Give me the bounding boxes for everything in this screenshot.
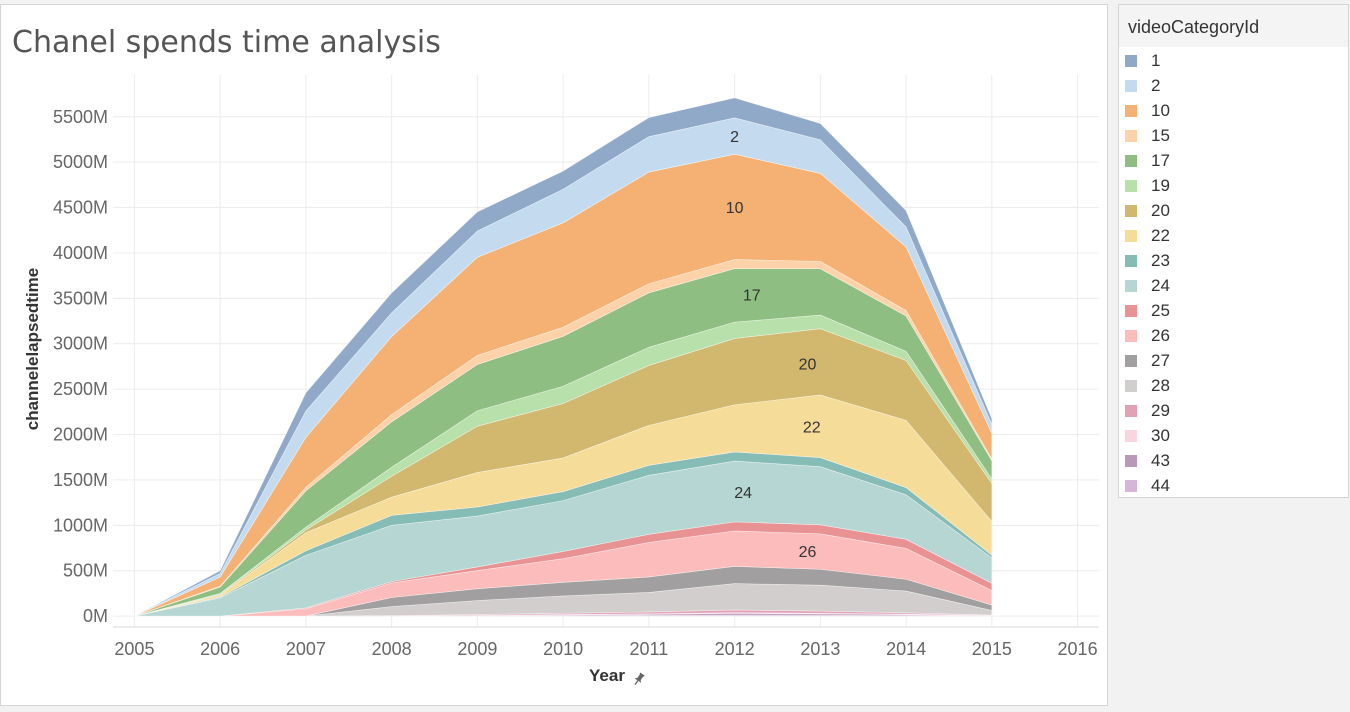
legend-item-29[interactable]: 29 bbox=[1125, 400, 1170, 422]
legend-label: 29 bbox=[1151, 401, 1170, 420]
pin-icon[interactable] bbox=[634, 672, 646, 686]
y-tick-label: 2000M bbox=[53, 425, 108, 445]
x-tick-label: 2013 bbox=[800, 639, 840, 659]
area-chart[interactable]: 2 10 17 20 22 24 26 0M 500M 1000M 1500M 2000M 2500M… bbox=[1, 5, 1109, 707]
legend-title: videoCategoryId bbox=[1119, 5, 1348, 47]
x-tick-label: 2014 bbox=[886, 639, 926, 659]
x-axis-title[interactable]: Year bbox=[589, 666, 625, 685]
y-tick-label: 5500M bbox=[53, 107, 108, 127]
legend-item-25[interactable]: 25 bbox=[1125, 300, 1170, 322]
legend-item-20[interactable]: 20 bbox=[1125, 200, 1170, 222]
series-label-24: 24 bbox=[734, 485, 752, 502]
area-series-group[interactable] bbox=[134, 97, 993, 617]
legend-label: 20 bbox=[1151, 201, 1170, 220]
legend-item-30[interactable]: 30 bbox=[1125, 425, 1170, 447]
legend-swatch bbox=[1125, 105, 1137, 117]
legend-swatch bbox=[1125, 80, 1137, 92]
y-tick-label: 2500M bbox=[53, 379, 108, 399]
legend-label: 22 bbox=[1151, 226, 1170, 245]
legend-label: 25 bbox=[1151, 301, 1170, 320]
series-labels: 2 10 17 20 22 24 26 bbox=[726, 129, 821, 561]
legend-swatch bbox=[1125, 205, 1137, 217]
legend-label: 2 bbox=[1151, 76, 1161, 95]
legend-swatch bbox=[1125, 380, 1137, 392]
x-tick-label: 2008 bbox=[372, 639, 412, 659]
series-label-26: 26 bbox=[799, 544, 817, 561]
x-tick-label: 2012 bbox=[715, 639, 755, 659]
legend-label: 43 bbox=[1151, 451, 1170, 470]
legend-label: 19 bbox=[1151, 176, 1170, 195]
legend-item-28[interactable]: 28 bbox=[1125, 375, 1170, 397]
x-tick-label: 2016 bbox=[1058, 639, 1098, 659]
x-tick-label: 2011 bbox=[630, 639, 669, 659]
legend-swatch bbox=[1125, 55, 1137, 67]
legend-item-44[interactable]: 44 bbox=[1125, 475, 1170, 497]
legend-item-19[interactable]: 19 bbox=[1125, 175, 1170, 197]
area-series-1[interactable] bbox=[134, 97, 993, 617]
series-label-17: 17 bbox=[743, 288, 761, 305]
chart-panel: Chanel spends time analysis 2 10 17 20 22 24 2… bbox=[0, 4, 1108, 706]
x-tick-label: 2009 bbox=[457, 639, 497, 659]
y-tick-label: 4500M bbox=[53, 198, 108, 218]
x-tick-label: 2007 bbox=[286, 639, 326, 659]
chart-title: Chanel spends time analysis bbox=[12, 25, 441, 60]
y-tick-label: 4000M bbox=[53, 243, 108, 263]
legend-item-27[interactable]: 27 bbox=[1125, 350, 1170, 372]
legend-swatch bbox=[1125, 330, 1137, 342]
y-tick-label: 3500M bbox=[53, 288, 108, 308]
x-tick-label: 2005 bbox=[114, 639, 154, 659]
series-label-20: 20 bbox=[799, 356, 817, 373]
y-tick-label: 1000M bbox=[53, 515, 108, 535]
legend-swatch bbox=[1125, 355, 1137, 367]
x-tick-label: 2006 bbox=[200, 639, 240, 659]
legend-label: 17 bbox=[1151, 151, 1170, 170]
legend-swatch bbox=[1125, 305, 1137, 317]
legend-label: 15 bbox=[1151, 126, 1170, 145]
legend-item-22[interactable]: 22 bbox=[1125, 225, 1170, 247]
y-tick-label: 5000M bbox=[53, 152, 108, 172]
legend-swatch bbox=[1125, 405, 1137, 417]
y-tick-label: 3000M bbox=[53, 334, 108, 354]
series-label-10: 10 bbox=[726, 200, 744, 217]
legend-item-10[interactable]: 10 bbox=[1125, 100, 1170, 122]
legend-label: 24 bbox=[1151, 276, 1170, 295]
y-tick-label: 0M bbox=[83, 606, 108, 626]
legend-label: 28 bbox=[1151, 376, 1170, 395]
legend-swatch bbox=[1125, 155, 1137, 167]
x-tick-label: 2015 bbox=[972, 639, 1012, 659]
series-label-22: 22 bbox=[803, 419, 821, 436]
legend-label: 10 bbox=[1151, 101, 1170, 120]
legend-item-26[interactable]: 26 bbox=[1125, 325, 1170, 347]
legend-swatch bbox=[1125, 230, 1137, 242]
legend-swatch bbox=[1125, 455, 1137, 467]
legend-item-1[interactable]: 1 bbox=[1125, 50, 1160, 72]
legend-item-24[interactable]: 24 bbox=[1125, 275, 1170, 297]
legend-item-43[interactable]: 43 bbox=[1125, 450, 1170, 472]
legend-swatch bbox=[1125, 130, 1137, 142]
legend[interactable]: videoCategoryId 1 2 10 15 17 19 20 22 23 24 25 26 27… bbox=[1118, 4, 1349, 498]
axes: 0M 500M 1000M 1500M 2000M 2500M 3000M 3500M 4000… bbox=[53, 107, 1099, 659]
x-tick-label: 2010 bbox=[543, 639, 583, 659]
legend-label: 26 bbox=[1151, 326, 1170, 345]
legend-label: 44 bbox=[1151, 476, 1170, 495]
legend-swatch bbox=[1125, 180, 1137, 192]
legend-item-15[interactable]: 15 bbox=[1125, 125, 1170, 147]
series-label-2: 2 bbox=[730, 129, 739, 146]
y-axis-title: channelelapsedtime bbox=[23, 268, 42, 431]
legend-item-23[interactable]: 23 bbox=[1125, 250, 1170, 272]
legend-label: 23 bbox=[1151, 251, 1170, 270]
y-tick-label: 500M bbox=[63, 561, 108, 581]
legend-swatch bbox=[1125, 280, 1137, 292]
legend-swatch bbox=[1125, 255, 1137, 267]
legend-swatch bbox=[1125, 480, 1137, 492]
legend-label: 30 bbox=[1151, 426, 1170, 445]
legend-item-2[interactable]: 2 bbox=[1125, 75, 1160, 97]
legend-swatch bbox=[1125, 430, 1137, 442]
y-tick-label: 1500M bbox=[53, 470, 108, 490]
legend-label: 1 bbox=[1151, 51, 1161, 70]
legend-label: 27 bbox=[1151, 351, 1170, 370]
legend-item-17[interactable]: 17 bbox=[1125, 150, 1170, 172]
